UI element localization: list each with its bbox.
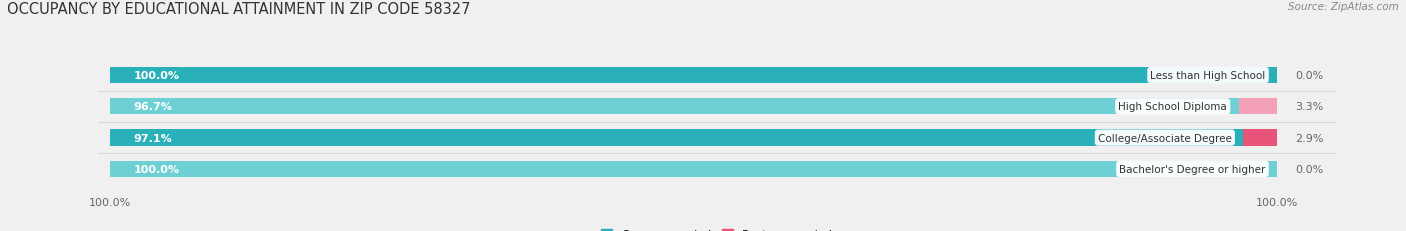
- Text: Less than High School: Less than High School: [1150, 71, 1265, 81]
- Text: 0.0%: 0.0%: [1295, 164, 1323, 174]
- Text: 3.3%: 3.3%: [1295, 102, 1323, 112]
- Text: 96.7%: 96.7%: [134, 102, 173, 112]
- Text: OCCUPANCY BY EDUCATIONAL ATTAINMENT IN ZIP CODE 58327: OCCUPANCY BY EDUCATIONAL ATTAINMENT IN Z…: [7, 2, 471, 17]
- Text: 100.0%: 100.0%: [134, 164, 180, 174]
- Legend: Owner-occupied, Renter-occupied: Owner-occupied, Renter-occupied: [596, 225, 838, 231]
- Text: College/Associate Degree: College/Associate Degree: [1098, 133, 1232, 143]
- Text: 100.0%: 100.0%: [134, 71, 180, 81]
- Bar: [1243, 130, 1277, 146]
- Text: 0.0%: 0.0%: [1295, 71, 1323, 81]
- Bar: [110, 130, 1277, 146]
- Bar: [110, 161, 1277, 177]
- Text: Source: ZipAtlas.com: Source: ZipAtlas.com: [1288, 2, 1399, 12]
- Bar: [110, 68, 1277, 84]
- Text: Bachelor's Degree or higher: Bachelor's Degree or higher: [1119, 164, 1265, 174]
- Bar: [1239, 99, 1277, 115]
- Text: High School Diploma: High School Diploma: [1118, 102, 1227, 112]
- Bar: [110, 99, 1239, 115]
- Bar: [110, 130, 1243, 146]
- Text: 2.9%: 2.9%: [1295, 133, 1323, 143]
- Bar: [110, 161, 1277, 177]
- Bar: [110, 99, 1277, 115]
- Bar: [110, 68, 1277, 84]
- Text: 97.1%: 97.1%: [134, 133, 172, 143]
